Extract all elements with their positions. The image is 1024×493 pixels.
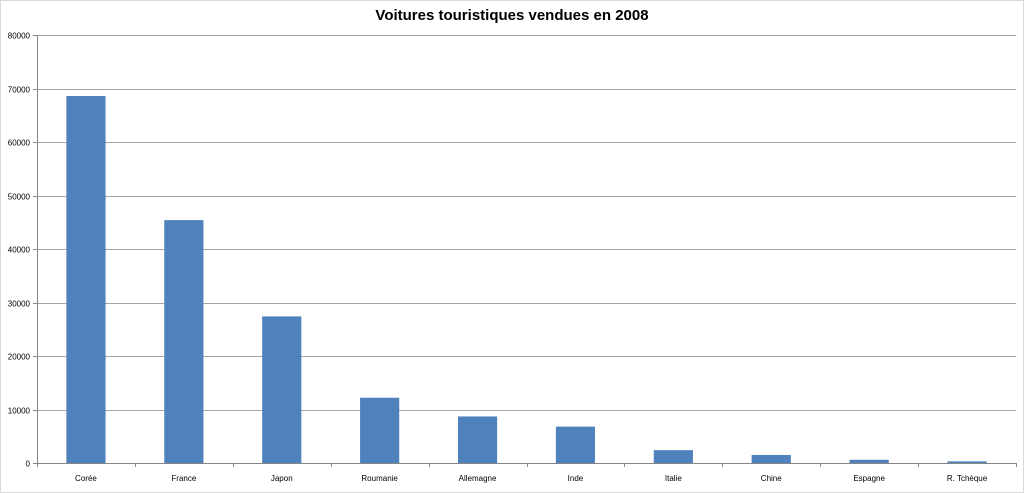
x-tick-label: Inde — [568, 474, 584, 483]
y-tick-label: 30000 — [8, 300, 31, 309]
y-tick-label: 70000 — [8, 86, 31, 95]
x-tick-label: Allemagne — [459, 474, 497, 483]
bar-japon — [262, 316, 302, 463]
x-tick-label: Roumanie — [361, 474, 398, 483]
bar-allemagne — [457, 416, 498, 463]
x-tick-label: France — [171, 474, 196, 483]
y-tick-label: 80000 — [8, 32, 31, 41]
y-tick-label: 0 — [26, 460, 31, 469]
y-tick-label: 50000 — [8, 193, 31, 202]
bar-cor-e — [66, 95, 106, 464]
x-tick-label: Chine — [761, 474, 782, 483]
chart-title: Voitures touristiques vendues en 2008 — [375, 7, 649, 24]
x-tick-label: Corée — [75, 474, 97, 483]
x-tick-label: Japon — [271, 474, 293, 483]
x-tick-label: Italie — [665, 474, 682, 483]
bar-roumanie — [360, 397, 400, 463]
x-tick-label: Espagne — [853, 474, 885, 483]
bar-r-tch-que — [947, 461, 987, 463]
y-tick-label: 40000 — [8, 246, 31, 255]
bar-italie — [653, 450, 693, 463]
bar-espagne — [849, 459, 889, 463]
y-tick-label: 20000 — [8, 353, 31, 362]
x-tick-label: R. Tchèque — [947, 474, 988, 483]
bar-france — [164, 220, 204, 463]
bar-inde — [555, 426, 596, 463]
y-tick-label: 60000 — [8, 139, 31, 148]
bar-chine — [751, 454, 791, 463]
y-tick-label: 10000 — [8, 407, 31, 416]
